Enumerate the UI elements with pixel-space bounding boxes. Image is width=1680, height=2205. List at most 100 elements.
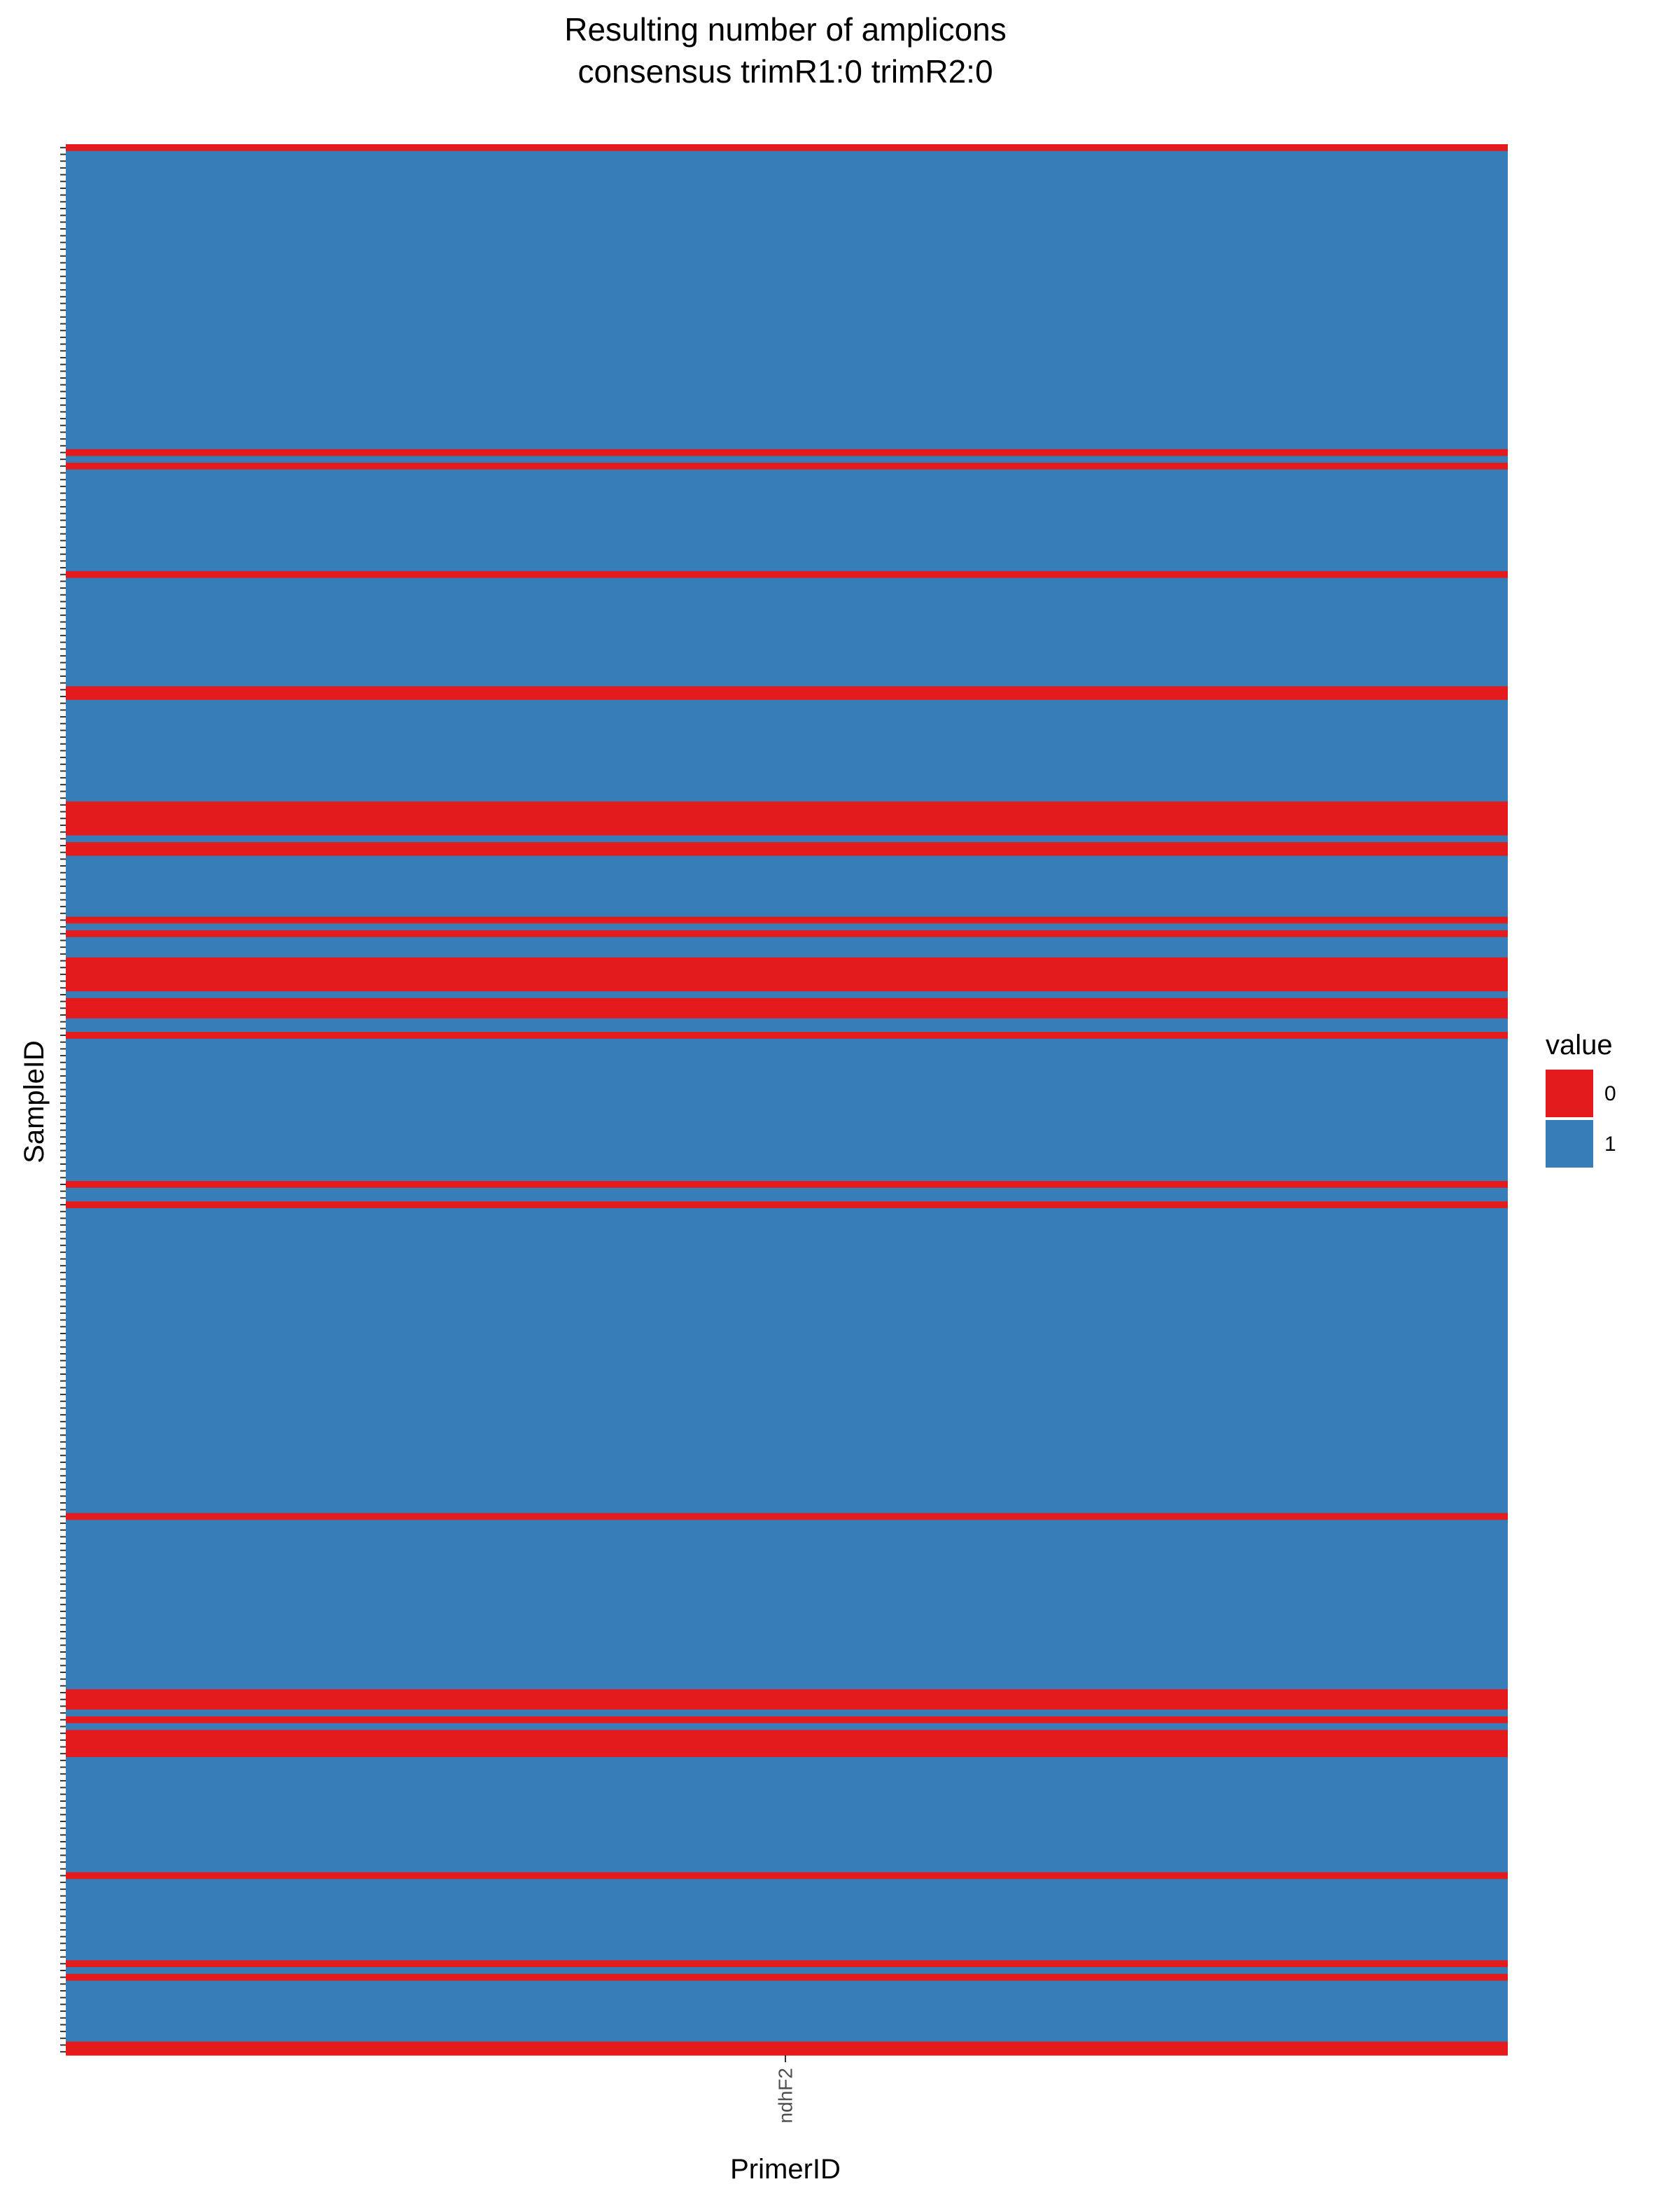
heatmap-cell — [66, 314, 1508, 321]
heatmap-cell — [66, 1655, 1508, 1663]
heatmap-cell — [66, 1737, 1508, 1744]
heatmap-cell — [66, 1695, 1508, 1704]
heatmap-cell — [66, 469, 1508, 477]
heatmap-cell — [66, 463, 1508, 470]
heatmap-cell — [66, 673, 1508, 680]
heatmap-cell — [66, 605, 1508, 612]
heatmap-cell — [66, 354, 1508, 362]
heatmap-cell — [66, 964, 1508, 972]
heatmap-cell — [66, 2048, 1508, 2056]
heatmap-cell — [66, 632, 1508, 640]
heatmap-cell — [66, 937, 1508, 944]
heatmap-cell — [66, 767, 1508, 775]
heatmap-cell — [66, 259, 1508, 267]
heatmap-cell — [66, 1418, 1508, 1426]
heatmap-cell — [66, 1093, 1508, 1100]
heatmap-cell — [66, 1987, 1508, 1995]
heatmap-cell — [66, 1038, 1508, 1046]
heatmap-cell — [66, 727, 1508, 734]
heatmap-cell — [66, 1757, 1508, 1765]
heatmap-cell — [66, 408, 1508, 416]
heatmap-cell — [66, 855, 1508, 863]
heatmap-cell — [66, 211, 1508, 220]
heatmap-cell — [66, 517, 1508, 524]
heatmap-cell — [66, 334, 1508, 342]
heatmap-cell — [66, 1364, 1508, 1371]
heatmap-cell — [66, 2014, 1508, 2022]
heatmap-cell — [66, 1350, 1508, 1358]
heatmap-cell — [66, 984, 1508, 992]
heatmap-cell — [66, 1912, 1508, 1920]
heatmap-cell — [66, 1702, 1508, 1710]
heatmap-cell — [66, 1242, 1508, 1250]
heatmap-cell — [66, 1248, 1508, 1256]
heatmap-cell — [66, 1960, 1508, 1968]
heatmap-cell — [66, 638, 1508, 646]
heatmap-cell — [66, 1255, 1508, 1263]
heatmap-cell — [66, 848, 1508, 857]
heatmap-cell — [66, 1533, 1508, 1541]
heatmap-cell — [66, 1492, 1508, 1500]
heatmap-cell — [66, 1079, 1508, 1087]
heatmap-cell — [66, 1689, 1508, 1697]
heatmap-cell — [66, 570, 1508, 579]
heatmap-cell — [66, 1222, 1508, 1229]
heatmap-cell — [66, 1831, 1508, 1839]
heatmap-cell — [66, 1750, 1508, 1758]
heatmap-cell — [66, 1675, 1508, 1684]
heatmap-cell — [66, 2001, 1508, 2008]
heatmap-cell — [66, 1933, 1508, 1941]
heatmap-cell — [66, 1730, 1508, 1737]
heatmap-cell — [66, 1763, 1508, 1772]
heatmap-cell — [66, 1100, 1508, 1107]
heatmap-cell — [66, 279, 1508, 287]
heatmap-cell — [66, 896, 1508, 904]
heatmap-cell — [66, 1947, 1508, 1954]
heatmap-cell — [66, 1289, 1508, 1297]
heatmap-cell — [66, 300, 1508, 307]
heatmap-cell — [66, 1262, 1508, 1270]
heatmap-cell — [66, 1045, 1508, 1053]
heatmap-cell — [66, 218, 1508, 226]
legend-label-1: 1 — [1604, 1133, 1616, 1156]
heatmap-cell — [66, 496, 1508, 504]
heatmap-cell — [66, 374, 1508, 382]
heatmap-cell — [66, 815, 1508, 822]
heatmap-cell — [66, 1404, 1508, 1412]
heatmap-cell — [66, 544, 1508, 552]
heatmap-cell — [66, 2008, 1508, 2015]
heatmap-cell — [66, 1540, 1508, 1548]
heatmap-cell — [66, 307, 1508, 314]
heatmap-cell — [66, 225, 1508, 233]
heatmap-cell — [66, 198, 1508, 206]
heatmap-cell — [66, 239, 1508, 246]
heatmap-cell — [66, 185, 1508, 192]
heatmap-cell — [66, 530, 1508, 538]
heatmap-cell — [66, 971, 1508, 979]
heatmap-cell — [66, 1465, 1508, 1474]
heatmap-cell — [66, 693, 1508, 701]
heatmap-cell — [66, 1052, 1508, 1060]
heatmap-cell — [66, 1648, 1508, 1656]
heatmap-cell — [66, 1858, 1508, 1866]
heatmap-cell — [66, 1275, 1508, 1283]
heatmap-cell — [66, 1885, 1508, 1893]
heatmap-cell — [66, 1824, 1508, 1833]
heatmap-cell — [66, 1574, 1508, 1581]
heatmap-cell — [66, 1926, 1508, 1934]
heatmap-cell — [66, 340, 1508, 349]
heatmap-cell — [66, 1296, 1508, 1304]
heatmap-cell — [66, 1174, 1508, 1182]
heatmap-cell — [66, 1553, 1508, 1561]
heatmap-cell — [66, 252, 1508, 260]
heatmap-cell — [66, 456, 1508, 463]
heatmap-cell — [66, 822, 1508, 830]
heatmap-cell — [66, 1357, 1508, 1365]
heatmap-cell — [66, 1682, 1508, 1690]
y-axis-title: SampleID — [19, 1040, 50, 1163]
heatmap-cell — [66, 706, 1508, 714]
heatmap-cell — [66, 1025, 1508, 1032]
heatmap-cell — [66, 1452, 1508, 1460]
heatmap-cell — [66, 550, 1508, 559]
heatmap-cell — [66, 1940, 1508, 1947]
